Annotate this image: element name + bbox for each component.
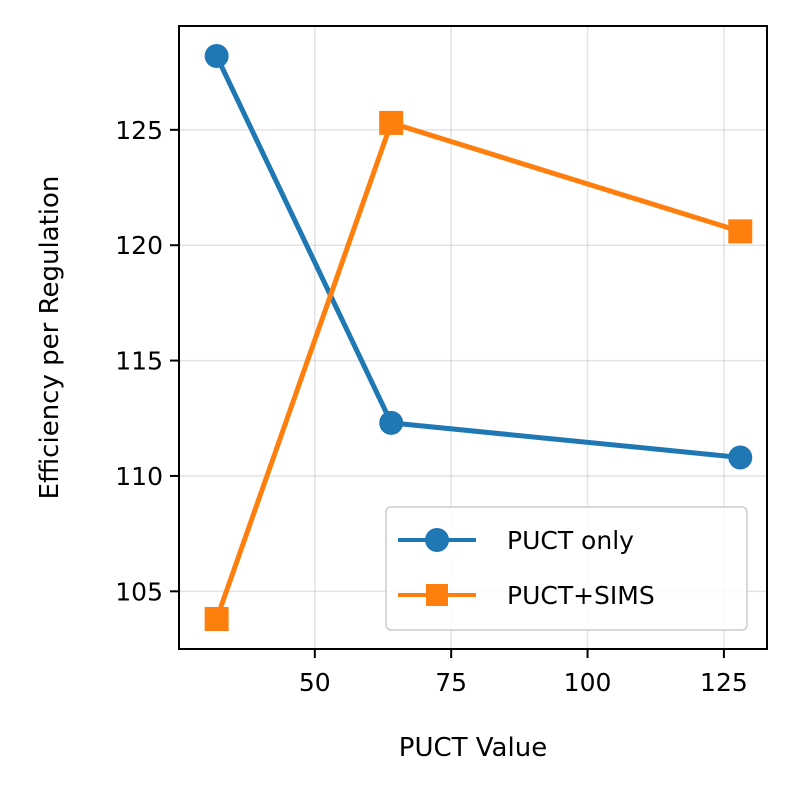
legend-entry-puct-sims: PUCT+SIMS [398, 581, 655, 610]
plot-frame [178, 25, 768, 650]
legend-marker-puct-sims [426, 584, 448, 606]
legend: PUCT only PUCT+SIMS [385, 506, 748, 631]
grid-lines [179, 26, 767, 649]
legend-entry-puct-only: PUCT only [398, 526, 634, 555]
legend-label-puct-only: PUCT only [507, 526, 634, 555]
x-tick-label: 50 [299, 668, 331, 697]
legend-label-puct-sims: PUCT+SIMS [507, 581, 655, 610]
x-tick-label: 75 [435, 668, 467, 697]
data-point-puct-only [379, 410, 404, 435]
data-point-puct-sims [728, 219, 753, 244]
legend-marker-puct-only [425, 528, 449, 552]
y-tick-label: 120 [115, 231, 163, 260]
y-axis-label: Efficiency per Regulation [35, 176, 65, 500]
data-point-puct-sims [379, 110, 404, 135]
series-puct-only [204, 43, 753, 470]
data-point-puct-only [204, 43, 229, 68]
x-tick-label: 125 [700, 668, 748, 697]
series-puct-sims [204, 110, 753, 632]
y-tick-label: 105 [115, 577, 163, 606]
data-point-puct-only [728, 445, 753, 470]
y-tick-label: 125 [115, 116, 163, 145]
y-tick-label: 115 [115, 347, 163, 376]
legend-box [385, 506, 748, 631]
series-layer [204, 43, 753, 632]
data-point-puct-sims [204, 607, 229, 632]
axis-ticks: 50 75 100 125 105 110 115 120 125 [115, 116, 747, 697]
y-tick-label: 110 [115, 462, 163, 491]
x-axis-label: PUCT Value [399, 733, 547, 763]
x-tick-label: 100 [564, 668, 612, 697]
